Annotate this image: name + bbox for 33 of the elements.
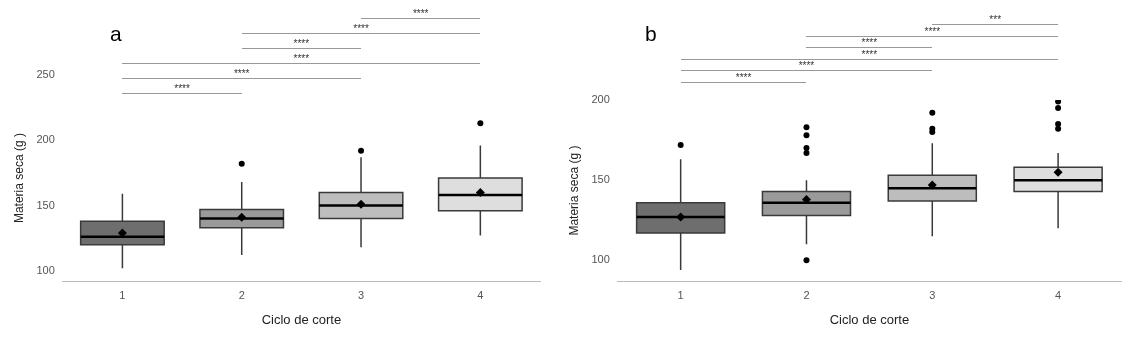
text: **** [861, 37, 878, 48]
x-tick-label: 3 [929, 288, 936, 301]
x-tick-label: 4 [477, 288, 484, 301]
x-tick-label: 1 [677, 288, 684, 301]
y-tick-label: 150 [591, 173, 610, 186]
x-tick-label: 2 [238, 288, 245, 301]
x-axis-title: Ciclo de corte [261, 311, 342, 327]
y-tick-label: 150 [36, 198, 55, 211]
text: **** [293, 38, 310, 49]
x-tick-label: 1 [119, 288, 126, 301]
y-tick-label: 100 [591, 253, 610, 266]
chart-title: b [645, 22, 657, 46]
text: **** [353, 23, 369, 34]
y-axis-title: Materia seca (g ) [566, 145, 581, 236]
text: *** [989, 14, 1002, 25]
chart-title: a [110, 22, 122, 46]
annotation: **** [174, 83, 190, 94]
y-axis-title: Materia seca (g ) [11, 133, 26, 224]
y-tick-label: 250 [36, 68, 55, 81]
text: **** [924, 25, 941, 37]
text: **** [293, 53, 310, 64]
x-tick-label: 2 [803, 288, 810, 301]
text: **** [412, 8, 429, 19]
text: **** [798, 60, 815, 71]
annotation: **** [233, 68, 250, 79]
y-tick-label: 100 [36, 263, 55, 276]
x-axis-title: Ciclo de corte [829, 311, 910, 327]
x-tick-label: 3 [357, 288, 365, 301]
text: **** [735, 71, 752, 83]
y-tick-label: 200 [36, 133, 55, 146]
text: **** [861, 48, 878, 60]
y-tick-label: 200 [591, 93, 610, 106]
x-tick-label: 4 [1055, 288, 1062, 301]
